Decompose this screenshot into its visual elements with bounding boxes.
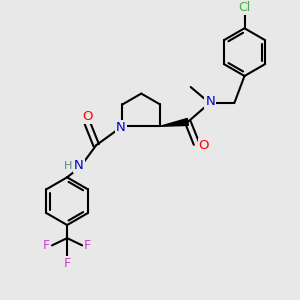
Polygon shape xyxy=(160,118,188,126)
Text: N: N xyxy=(116,121,126,134)
Text: F: F xyxy=(84,239,91,252)
Text: O: O xyxy=(199,139,209,152)
Text: H: H xyxy=(64,160,72,171)
Text: N: N xyxy=(74,159,84,172)
Text: F: F xyxy=(64,257,71,270)
Text: Cl: Cl xyxy=(238,2,250,14)
Text: F: F xyxy=(43,239,50,252)
Text: N: N xyxy=(205,95,215,108)
Text: O: O xyxy=(82,110,93,124)
